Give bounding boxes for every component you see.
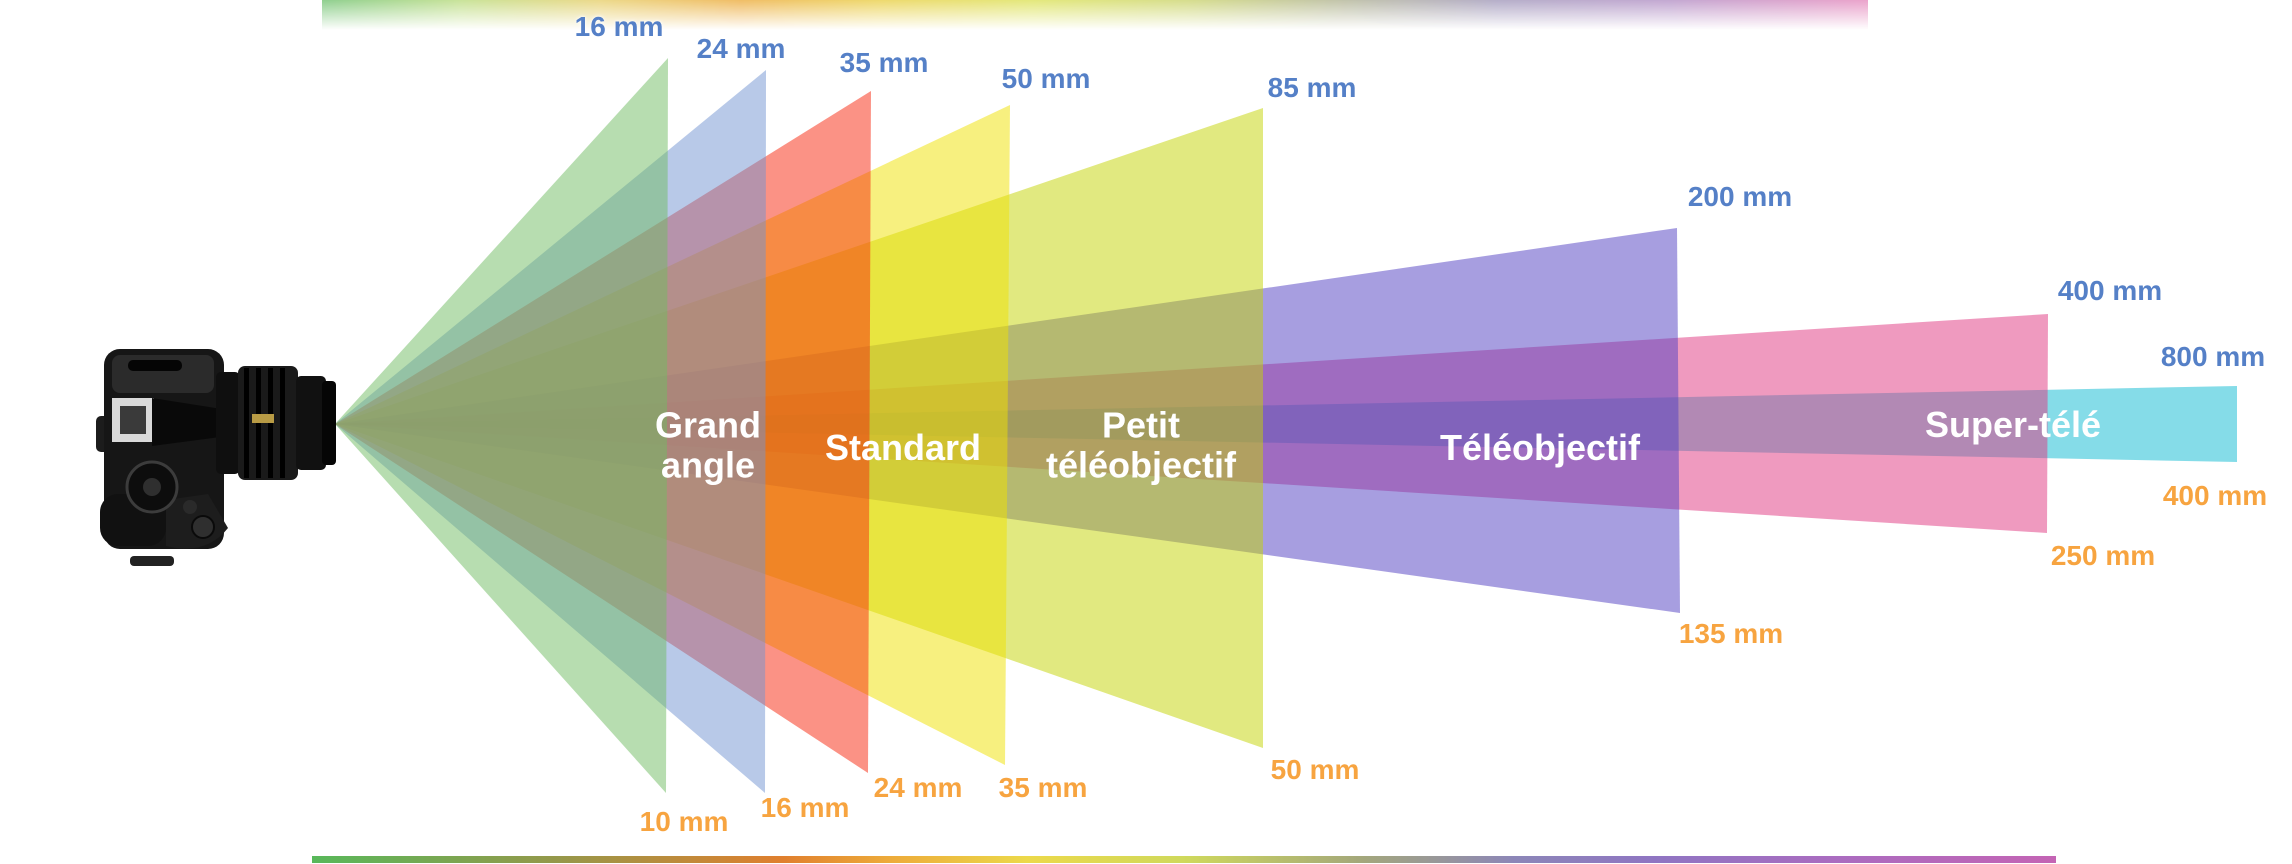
zone-label-standard: Standard xyxy=(824,426,982,468)
zone-label-petit-teleobjectif: Petit téléobjectif xyxy=(1045,404,1237,486)
focal-label-bottom-250mm: 250 mm xyxy=(2050,540,2156,571)
zone-label-grand-angle: Grand angle xyxy=(654,404,761,486)
focal-label-bottom-135mm: 135 mm xyxy=(1678,618,1784,649)
focal-label-bottom-16mm: 16 mm xyxy=(760,792,850,823)
top-gradient-bar xyxy=(322,0,1868,30)
focal-label-bottom-24mm: 24 mm xyxy=(873,772,963,803)
zone-label-super-tele: Super-télé xyxy=(1924,403,2102,445)
focal-label-bottom-35mm: 35 mm xyxy=(998,772,1088,803)
focal-label-top-24mm: 24 mm xyxy=(696,33,786,64)
focal-label-top-85mm: 85 mm xyxy=(1267,72,1357,103)
focal-label-top-50mm: 50 mm xyxy=(1001,63,1091,94)
camera-icon xyxy=(96,349,336,566)
fov-wedge-10-16mm xyxy=(335,58,668,793)
focal-label-bottom-50mm: 50 mm xyxy=(1270,754,1360,785)
focal-label-top-400mm: 400 mm xyxy=(2057,275,2163,306)
focal-label-top-800mm: 800 mm xyxy=(2160,341,2266,372)
zone-label-teleobjectif: Téléobjectif xyxy=(1439,426,1641,468)
focal-label-bottom-10mm: 10 mm xyxy=(639,806,729,837)
focal-label-top-16mm: 16 mm xyxy=(574,11,664,42)
focal-label-top-35mm: 35 mm xyxy=(839,47,929,78)
bottom-gradient-bar xyxy=(312,856,2056,863)
focal-label-top-200mm: 200 mm xyxy=(1687,181,1793,212)
focal-label-bottom-400mm: 400 mm xyxy=(2162,480,2268,511)
